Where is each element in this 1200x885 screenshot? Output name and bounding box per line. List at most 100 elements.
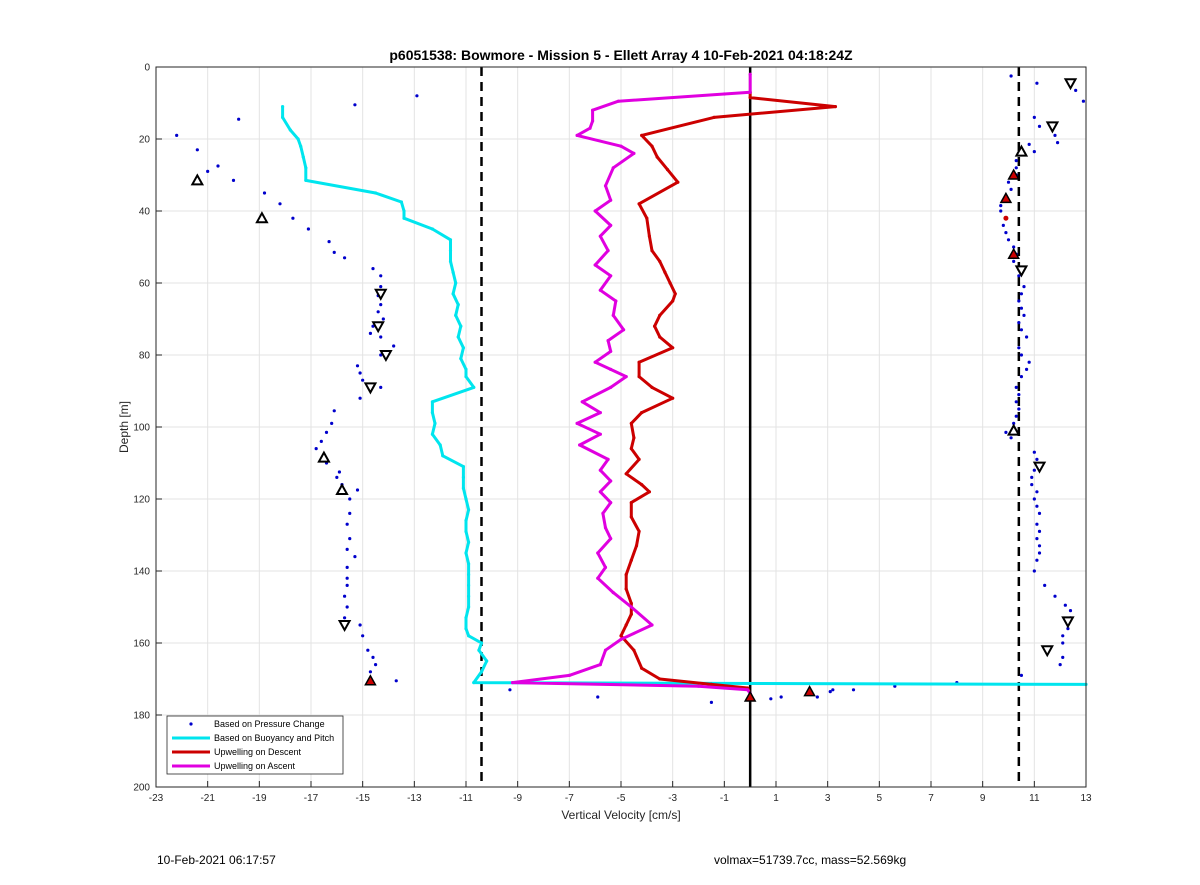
- pressure-change-point: [355, 488, 360, 492]
- series-point-1: [451, 292, 455, 296]
- pressure-change-point: [348, 497, 352, 501]
- pressure-change-point: [379, 274, 383, 278]
- reference-lines: [480, 67, 1021, 787]
- series-point-2: [650, 249, 654, 253]
- series-point-2: [637, 202, 641, 206]
- series-point-1: [464, 519, 468, 523]
- pressure-change-point: [355, 364, 360, 368]
- footer-volmax-mass: volmax=51739.7cc, mass=52.569kg: [714, 853, 907, 867]
- series-point-1: [373, 191, 378, 195]
- pressure-change-point: [394, 679, 398, 683]
- series-point-3: [616, 99, 621, 103]
- series-point-2: [619, 634, 623, 638]
- series-point-3: [590, 108, 595, 112]
- pressure-change-point: [278, 202, 282, 206]
- series-point-3: [606, 249, 610, 253]
- series-point-1: [456, 303, 460, 307]
- x-axis: -23 -21 -19 -17 -15 -13 -11 -9 -7 -5 -3 -1 1 3 5 7 9 11 13: [149, 781, 1092, 804]
- pressure-change-point: [1014, 385, 1018, 389]
- series-point-3: [619, 144, 623, 148]
- pressure-change-point: [1017, 393, 1021, 397]
- x-tick-label: -15: [355, 793, 370, 804]
- series-point-3: [611, 591, 615, 595]
- pressure-change-point: [1004, 430, 1008, 434]
- series-point-1: [466, 594, 471, 598]
- series-point-1: [464, 616, 468, 620]
- pressure-change-point: [368, 670, 373, 674]
- pressure-change-point: [1017, 407, 1021, 411]
- series-point-2: [833, 105, 838, 109]
- series-point-1: [479, 641, 484, 645]
- x-tick-label: 3: [825, 793, 831, 804]
- pressure-change-point: [392, 344, 396, 348]
- series-point-3: [510, 681, 515, 685]
- y-axis: 0 20 40 60 80 100 120 140 160 180 200: [133, 63, 162, 794]
- up-triangle-marker: [1014, 144, 1029, 157]
- pressure-change-point: [1074, 88, 1078, 92]
- pressure-change-point: [345, 565, 349, 570]
- pressure-change-point: [368, 331, 373, 335]
- down-triangle-marker: [363, 382, 378, 395]
- x-tick-label: -21: [200, 793, 215, 804]
- pressure-change-point: [327, 240, 331, 244]
- series-point-2: [629, 501, 633, 505]
- pressure-change-point: [345, 576, 349, 580]
- series-point-2: [629, 612, 633, 616]
- series-point-3: [596, 576, 600, 580]
- y-tick-label: 80: [139, 351, 151, 362]
- series-point-1: [472, 681, 476, 685]
- series-point-3: [606, 457, 610, 461]
- y-tick-label: 0: [144, 63, 150, 74]
- series-point-3: [609, 223, 613, 227]
- x-tick-label: -7: [565, 793, 574, 804]
- series-point-1: [280, 105, 285, 109]
- series-point-2: [637, 360, 641, 364]
- legend-box: [166, 715, 344, 775]
- x-tick-label: 11: [1029, 793, 1040, 804]
- pressure-change-point: [1024, 335, 1029, 339]
- pressure-change-point: [345, 583, 349, 588]
- pressure-change-point: [1043, 583, 1047, 588]
- x-tick-label: 1: [773, 793, 779, 804]
- series-point-2: [629, 558, 633, 562]
- pressure-change-point: [371, 324, 375, 328]
- up-triangle-marker: [190, 173, 205, 186]
- series-point-1: [459, 357, 463, 361]
- series-point-1: [466, 508, 471, 512]
- grid: [156, 67, 1086, 787]
- down-triangle-marker: [1061, 616, 1075, 629]
- pressure-change-point: [596, 695, 600, 699]
- pressure-change-point: [1032, 115, 1036, 119]
- y-tick-label: 100: [133, 423, 150, 434]
- x-tick-label: -11: [459, 793, 473, 804]
- pressure-change-point: [195, 148, 199, 152]
- pressure-change-point: [1006, 238, 1011, 242]
- series-point-3: [611, 313, 615, 317]
- pressure-change-point: [1032, 450, 1036, 454]
- pressure-change-point: [1014, 159, 1018, 163]
- series-point-2: [673, 292, 677, 296]
- pressure-change-point: [361, 634, 365, 638]
- down-triangle-marker: [337, 620, 352, 633]
- x-tick-label: -1: [720, 793, 729, 804]
- y-tick-label: 20: [139, 135, 151, 146]
- series-point-2: [709, 682, 714, 687]
- down-triangle-marker: [1014, 265, 1029, 278]
- series-point-1: [464, 497, 468, 501]
- series-point-1: [299, 144, 303, 148]
- series-point-3: [606, 339, 610, 343]
- series-point-3: [619, 637, 623, 642]
- pressure-change-point: [1032, 468, 1036, 472]
- series-point-1: [464, 529, 468, 534]
- y-tick-label: 180: [133, 711, 150, 722]
- series-point-2: [650, 385, 654, 389]
- series-point-3: [632, 151, 636, 155]
- down-triangle-marker: [371, 321, 385, 334]
- series-point-2: [671, 299, 675, 303]
- series-point-1: [399, 200, 404, 204]
- down-triangle-marker: [1040, 645, 1054, 658]
- pressure-change-point: [1035, 504, 1039, 508]
- series-point-2: [624, 587, 628, 591]
- series-point-1: [466, 634, 471, 638]
- series-point-3: [748, 72, 752, 76]
